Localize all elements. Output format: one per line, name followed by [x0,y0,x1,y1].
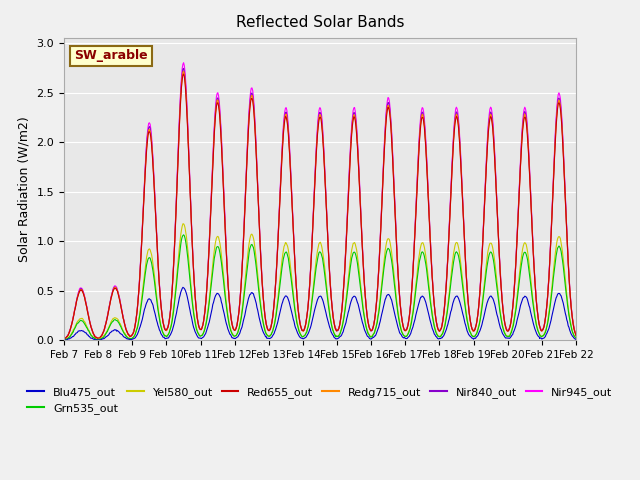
Nir945_out [572,332,580,338]
Nir840_out [202,300,209,306]
Redg715_out [174,158,182,164]
Nir945_out [122,326,130,332]
Grn535_out [572,336,580,341]
Line: Red655_out: Red655_out [64,74,576,340]
Grn535_out [383,249,390,254]
Nir840_out [180,65,188,71]
Nir945_out [174,153,182,158]
Line: Nir840_out: Nir840_out [64,68,576,339]
Blu475_out [60,337,68,343]
Redg715_out [69,315,77,321]
Nir840_out [69,314,77,320]
Nir840_out [60,336,68,342]
Grn535_out [397,329,405,335]
Blu475_out [69,334,77,339]
Nir945_out [397,313,405,319]
Yel580_out [202,322,209,327]
Yel580_out [69,327,77,333]
Redg715_out [383,110,390,116]
Grn535_out [69,329,77,335]
Grn535_out [174,266,182,272]
Grn535_out [60,337,68,343]
Yel580_out [122,332,130,338]
Redg715_out [180,68,188,74]
Line: Blu475_out: Blu475_out [64,288,576,340]
Redg715_out [122,326,130,332]
Blu475_out [179,285,187,290]
Blu475_out [202,331,209,336]
Y-axis label: Solar Radiation (W/m2): Solar Radiation (W/m2) [18,116,31,262]
Yel580_out [397,328,405,334]
Yel580_out [180,221,188,227]
Redg715_out [572,333,580,338]
Red655_out [180,71,188,77]
Redg715_out [60,337,68,343]
Redg715_out [202,300,209,306]
Blu475_out [122,335,130,341]
Nir945_out [202,300,209,305]
Nir840_out [174,156,182,162]
Line: Nir945_out: Nir945_out [64,63,576,339]
Line: Yel580_out: Yel580_out [64,224,576,340]
Yel580_out [60,337,68,343]
Blu475_out [174,303,182,309]
Title: Reflected Solar Bands: Reflected Solar Bands [236,15,404,30]
Red655_out [572,333,580,338]
Grn535_out [202,323,209,329]
Yel580_out [383,240,390,245]
Grn535_out [180,232,188,238]
Text: SW_arable: SW_arable [74,49,148,62]
Line: Grn535_out: Grn535_out [64,235,576,340]
Grn535_out [122,333,130,339]
Red655_out [122,326,130,332]
Blu475_out [572,336,580,342]
Nir945_out [69,314,77,320]
Blu475_out [397,333,405,338]
Legend: Blu475_out, Grn535_out, Yel580_out, Red655_out, Redg715_out, Nir840_out, Nir945_: Blu475_out, Grn535_out, Yel580_out, Red6… [23,382,617,419]
Nir945_out [60,336,68,342]
Red655_out [383,113,390,119]
Red655_out [174,160,182,166]
Yel580_out [572,335,580,341]
Red655_out [69,315,77,321]
Red655_out [202,300,209,306]
Yel580_out [174,260,182,265]
Line: Redg715_out: Redg715_out [64,71,576,340]
Nir840_out [397,314,405,320]
Redg715_out [397,314,405,320]
Red655_out [397,314,405,320]
Nir840_out [572,333,580,338]
Blu475_out [383,293,390,299]
Red655_out [60,337,68,343]
Nir945_out [180,60,188,66]
Nir840_out [383,108,390,114]
Nir945_out [383,104,390,109]
Nir840_out [122,326,130,332]
